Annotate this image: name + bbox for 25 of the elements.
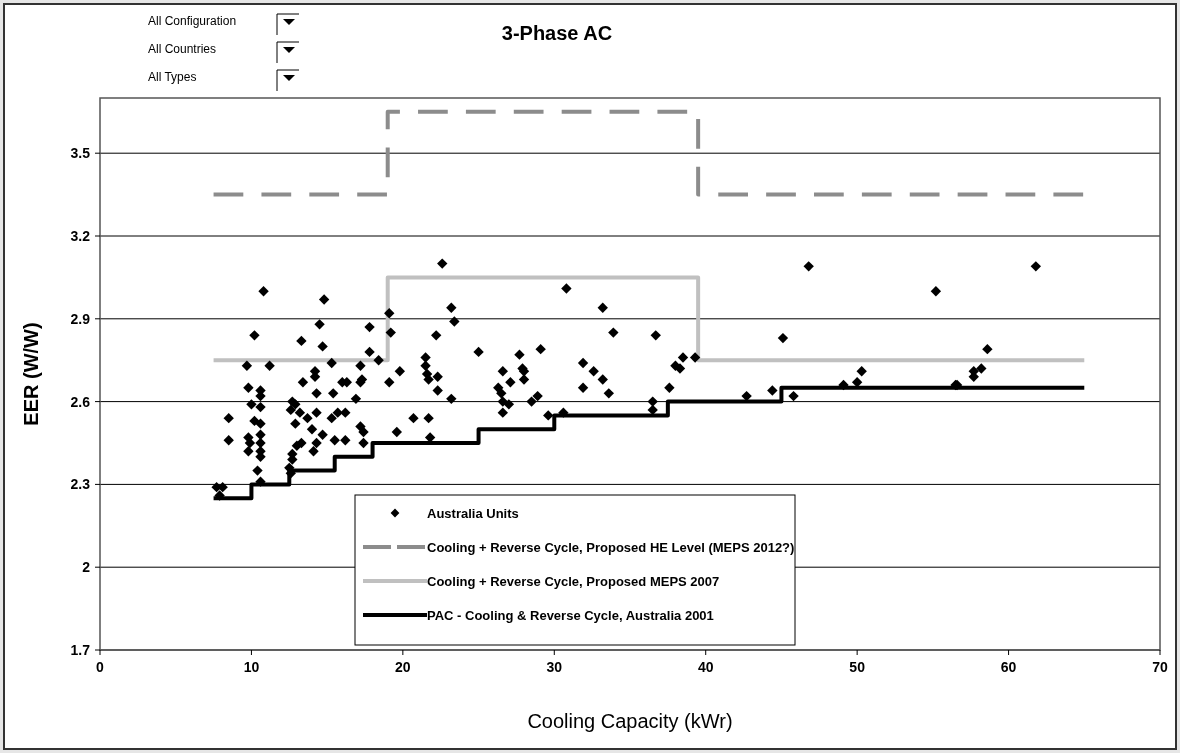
- y-tick-label: 3.2: [70, 228, 91, 244]
- legend-label: Cooling + Reverse Cycle, Proposed MEPS 2007: [427, 574, 720, 589]
- y-tick-label: 3.5: [70, 145, 91, 162]
- legend-label: Cooling + Reverse Cycle, Proposed HE Level (MEPS 2012?): [427, 540, 795, 555]
- x-tick-label: 70: [1152, 659, 1168, 675]
- x-tick-label: 20: [395, 659, 411, 675]
- y-tick-label: 1.7: [70, 642, 91, 658]
- x-tick-label: 50: [849, 659, 866, 675]
- x-tick-label: 10: [243, 659, 260, 675]
- x-tick-label: 30: [546, 659, 563, 675]
- x-tick-label: 60: [1000, 659, 1017, 675]
- x-tick-label: 40: [697, 659, 714, 675]
- text: All Countries: [148, 42, 217, 56]
- y-tick-label: 2.9: [70, 310, 91, 327]
- legend-label: Australia Units: [427, 506, 519, 521]
- y-tick-label: 2: [82, 559, 91, 576]
- y-axis-title: EER (W/W): [20, 322, 42, 426]
- text: All Configuration: [148, 14, 237, 28]
- x-tick-label: 0: [96, 659, 105, 675]
- y-tick-label: 2.6: [70, 393, 91, 410]
- chart-title: 3-Phase AC: [501, 22, 613, 44]
- legend-label: PAC - Cooling & Reverse Cycle, Australia 2001: [427, 608, 714, 623]
- text: All Types: [148, 70, 197, 84]
- y-tick-label: 2.3: [70, 476, 91, 493]
- x-axis-title: Cooling Capacity (kWr): [527, 710, 733, 732]
